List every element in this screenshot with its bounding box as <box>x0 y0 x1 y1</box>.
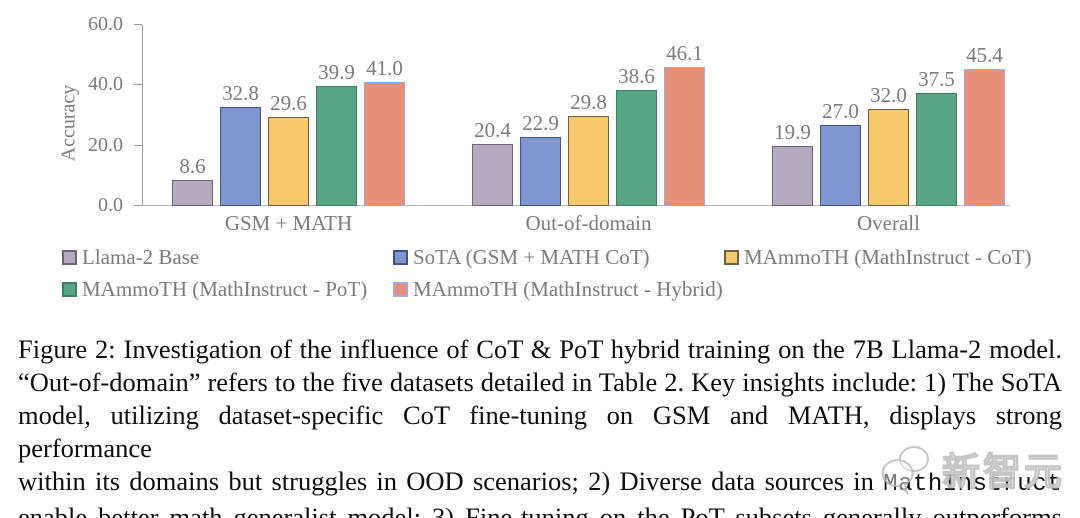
x-category-label: Out-of-domain <box>525 211 652 235</box>
legend-swatch <box>393 281 408 297</box>
bar-value-label: 46.1 <box>666 40 703 65</box>
chart-legend: Llama-2 Base SoTA (GSM + MATH CoT) MAmmoTH… <box>0 241 1080 305</box>
legend-label: SoTA (GSM + MATH CoT) <box>413 244 650 269</box>
y-tick-mark <box>134 144 142 146</box>
bar-value-label: 39.9 <box>318 59 355 84</box>
caption-text: model, utilizing dataset-specific CoT fi… <box>18 400 1062 463</box>
bar: 45.4 <box>964 43 1005 206</box>
y-tick-label: 40.0 <box>88 73 123 96</box>
caption-text: Figure 2: Investigation of the influence… <box>18 334 1062 364</box>
caption-line: model, utilizing dataset-specific CoT fi… <box>18 399 1062 465</box>
bar: 46.1 <box>664 41 705 206</box>
x-category-label: GSM + MATH <box>224 211 353 235</box>
legend-item: MAmmoTH (MathInstruct - Hybrid) <box>393 277 723 302</box>
bar: 29.8 <box>568 90 609 206</box>
bar-group: 20.4 22.9 29.8 38.6 46.1 <box>472 25 705 206</box>
y-tick-label: 20.0 <box>88 133 123 156</box>
figure-caption: Figure 2: Investigation of the influence… <box>18 333 1062 518</box>
caption-line: enable better math generalist model; 3) … <box>18 501 1062 518</box>
legend-swatch <box>393 249 408 265</box>
y-tick-mark <box>134 24 142 25</box>
bar-value-label: 8.6 <box>179 154 206 179</box>
legend-row: Llama-2 Base SoTA (GSM + MATH CoT) MAmmoTH… <box>0 241 1080 273</box>
bar-value-label: 32.0 <box>870 83 907 108</box>
bar-group: 8.6 32.8 29.6 39.9 41.0 <box>172 25 405 206</box>
bar: 38.6 <box>616 64 657 206</box>
bar-value-label: 19.9 <box>774 119 811 144</box>
bar: 32.8 <box>220 81 261 206</box>
bar-chart: Accuracy 0.0 20.0 40.0 60.0 8.6 32.8 29.6 39.9 4… <box>0 0 1080 240</box>
caption-line: Figure 2: Investigation of the influence… <box>18 333 1062 366</box>
bar-value-label: 29.8 <box>570 90 607 115</box>
caption-line: “Out-of-domain” refers to the five datas… <box>18 366 1062 399</box>
legend-item: MAmmoTH (MathInstruct - CoT) <box>724 245 1032 270</box>
bar: 20.4 <box>472 118 513 206</box>
bar-value-label: 41.0 <box>366 56 403 81</box>
legend-item: SoTA (GSM + MATH CoT) <box>393 245 724 270</box>
bar: 8.6 <box>172 154 213 206</box>
caption-text: “Out-of-domain” refers to the five datas… <box>18 367 1062 397</box>
legend-label: MAmmoTH (MathInstruct - Hybrid) <box>413 276 723 301</box>
y-tick-label: 0.0 <box>98 194 123 216</box>
legend-label: MAmmoTH (MathInstruct - PoT) <box>82 276 368 301</box>
legend-swatch <box>724 249 739 265</box>
caption-text: within its domains but struggles in OOD … <box>18 466 884 496</box>
bar-value-label: 32.8 <box>222 81 259 106</box>
bar-value-label: 29.6 <box>270 90 307 115</box>
bar: 32.0 <box>868 83 909 206</box>
caption-mono-text: MathInstruct <box>883 471 1062 498</box>
bar: 29.6 <box>268 91 309 206</box>
legend-swatch <box>62 249 77 265</box>
bar-group: 19.9 27.0 32.0 37.5 45.4 <box>772 25 1005 206</box>
legend-label: Llama-2 Base <box>82 244 200 269</box>
bar-value-label: 45.4 <box>966 43 1003 68</box>
bar-value-label: 38.6 <box>618 63 655 88</box>
bar-value-label: 22.9 <box>522 110 559 135</box>
bar: 22.9 <box>520 111 561 206</box>
y-tick-mark <box>134 205 142 206</box>
bar-value-label: 37.5 <box>918 66 955 91</box>
bar: 41.0 <box>364 56 405 206</box>
caption-line: within its domains but struggles in OOD … <box>18 465 1062 501</box>
caption-text: enable better math generalist model; 3) … <box>18 502 1062 518</box>
x-category-label: Overall <box>857 211 920 235</box>
bar: 19.9 <box>772 120 813 206</box>
legend-row: MAmmoTH (MathInstruct - PoT) MAmmoTH (Mat… <box>0 273 1080 305</box>
bar-value-label: 27.0 <box>822 98 859 123</box>
bar: 37.5 <box>916 67 957 206</box>
y-axis-line <box>142 25 143 206</box>
bar: 39.9 <box>316 60 357 206</box>
y-tick-label: 60.0 <box>88 13 123 35</box>
legend-item: MAmmoTH (MathInstruct - PoT) <box>62 277 393 302</box>
bar-value-label: 20.4 <box>474 118 511 143</box>
legend-label: MAmmoTH (MathInstruct - CoT) <box>744 244 1032 269</box>
legend-swatch <box>62 281 77 297</box>
bar: 27.0 <box>820 99 861 206</box>
y-tick-mark <box>134 84 142 86</box>
legend-item: Llama-2 Base <box>62 245 393 270</box>
